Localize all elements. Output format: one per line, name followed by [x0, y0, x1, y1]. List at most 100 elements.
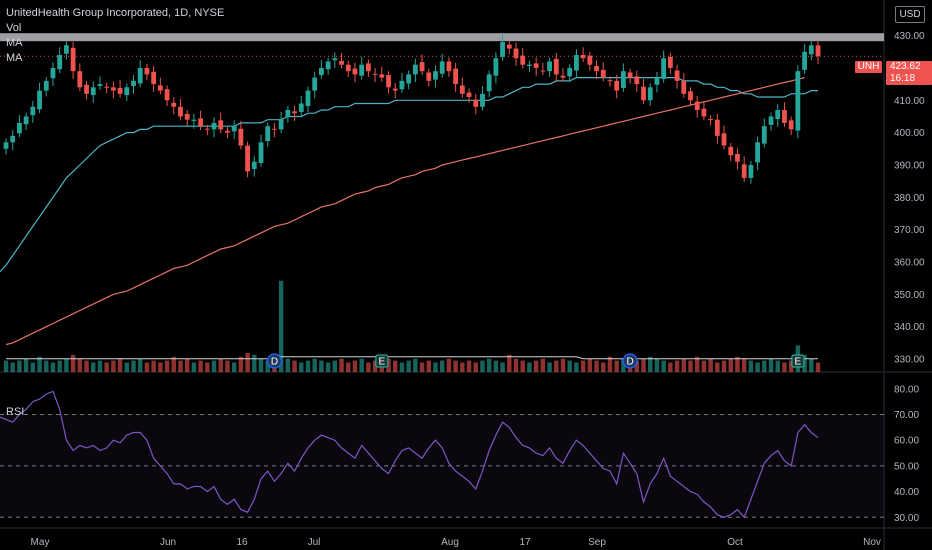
volume-bar	[164, 360, 170, 372]
volume-bar	[486, 358, 492, 372]
volume-bar	[312, 358, 317, 372]
candle-body	[412, 64, 418, 75]
candle-body	[359, 64, 365, 76]
candle-body	[741, 164, 747, 178]
symbol-title: UnitedHealth Group Incorporated, 1D, NYS…	[6, 7, 225, 19]
volume-bar	[473, 362, 478, 372]
candle-body	[574, 54, 579, 71]
candle-body	[654, 77, 660, 85]
candle-body	[265, 126, 271, 142]
candle-body	[480, 93, 485, 107]
candle-body	[446, 61, 452, 72]
volume-bar	[117, 358, 123, 372]
ma50-line	[0, 77, 818, 273]
candle-body	[788, 120, 794, 130]
volume-bar	[319, 360, 324, 372]
candle-body	[620, 71, 626, 88]
volume-bar	[788, 360, 794, 372]
time-tick-label: 16	[236, 537, 248, 548]
volume-bar	[70, 354, 76, 372]
volume-bar	[278, 280, 284, 372]
volume-bar	[131, 360, 136, 372]
volume-bar	[191, 362, 197, 372]
candle-body	[527, 64, 532, 66]
currency-button[interactable]: USD	[895, 6, 925, 23]
candle-body	[587, 55, 593, 65]
volume-bar	[648, 356, 653, 372]
volume-bar	[533, 360, 539, 372]
volume-bar	[57, 360, 62, 372]
volume-bar	[406, 360, 411, 372]
candle-body	[459, 85, 465, 94]
candle-body	[567, 67, 573, 77]
candle-body	[312, 77, 318, 91]
candle-body	[97, 84, 103, 87]
price-tick-label: 350.00	[894, 290, 925, 301]
volume-bar	[178, 360, 183, 372]
candle-body	[641, 86, 646, 101]
price-tick-label: 390.00	[894, 160, 925, 171]
volume-bar	[574, 362, 579, 372]
volume-bar	[755, 362, 760, 372]
last-price-tag: UNH	[855, 61, 882, 73]
volume-bar	[641, 358, 646, 372]
volume-bar	[292, 360, 297, 372]
volume-bar	[493, 360, 499, 372]
volume-bar	[231, 362, 237, 372]
rsi-tick-label: 70.00	[894, 410, 919, 421]
volume-bar	[23, 358, 29, 372]
candle-body	[728, 146, 734, 156]
volume-bar	[695, 356, 700, 372]
volume-bar	[252, 354, 257, 372]
volume-bar	[91, 362, 96, 372]
volume-bar	[815, 362, 821, 372]
volume-bar	[299, 362, 304, 372]
rsi-tick-label: 80.00	[894, 384, 919, 395]
volume-bar	[346, 362, 351, 372]
volume-bar	[715, 362, 720, 372]
volume-bar	[393, 360, 398, 372]
candle-body	[386, 75, 391, 88]
candle-body	[453, 68, 459, 85]
volume-bar	[701, 360, 707, 372]
ma200-line	[5, 77, 805, 346]
price-tick-label: 400.00	[894, 128, 925, 139]
candle-body	[211, 122, 217, 130]
candle-body	[43, 80, 49, 91]
volume-bar	[782, 362, 787, 372]
candle-body	[117, 87, 123, 94]
badge-label: E	[378, 357, 385, 368]
badge-label: E	[795, 357, 802, 368]
dividend-badge-circle	[266, 353, 283, 369]
candle-body	[594, 65, 599, 72]
candle-body	[714, 119, 720, 136]
volume-bar	[111, 360, 116, 372]
volume-bar	[104, 362, 109, 372]
candle-body	[748, 164, 754, 178]
candle-body	[137, 67, 143, 84]
rsi-tick-label: 40.00	[894, 487, 919, 498]
volume-bar	[453, 360, 458, 372]
rsi-tick-label: 50.00	[894, 461, 919, 472]
candle-body	[419, 62, 425, 72]
volume-bar	[668, 362, 673, 372]
price-tick-label: 330.00	[894, 355, 925, 366]
volume-bar	[265, 360, 270, 372]
volume-bar	[366, 362, 371, 372]
volume-bar	[433, 362, 438, 372]
dividend-badge: D	[266, 353, 283, 369]
candle-body	[17, 122, 22, 134]
candle-body	[399, 80, 405, 90]
volume-bar	[775, 360, 780, 372]
earnings-badge-box	[375, 354, 389, 368]
moving-average-label: MA	[6, 37, 23, 49]
volume-bar	[688, 360, 693, 372]
price-tick-label: 340.00	[894, 322, 925, 333]
volume-bar	[587, 358, 593, 372]
last-price-box: 423.62 16:18	[886, 61, 932, 85]
volume-bar	[721, 360, 727, 372]
volume-bar	[748, 360, 754, 372]
volume-bar	[97, 360, 103, 372]
candle-body	[124, 87, 130, 96]
